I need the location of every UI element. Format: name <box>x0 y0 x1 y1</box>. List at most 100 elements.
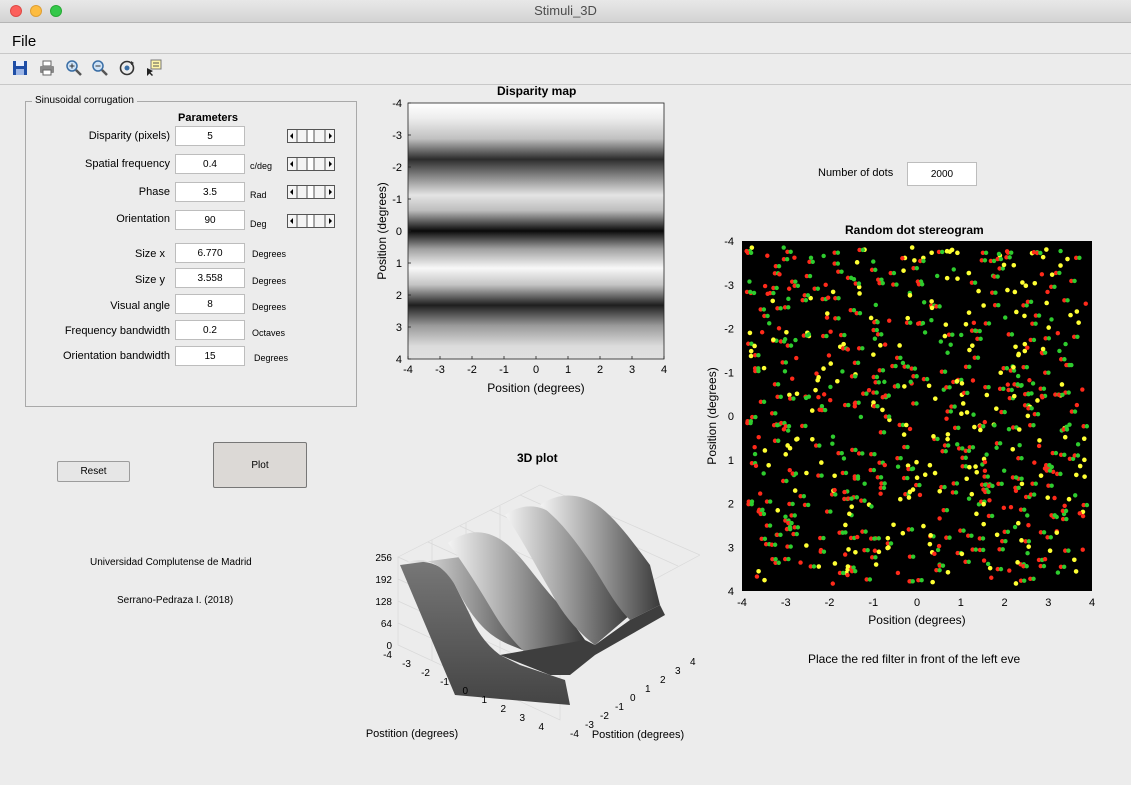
rds-dot <box>911 374 916 379</box>
rds-dot <box>840 530 845 535</box>
rds-dot <box>945 432 951 437</box>
rds-dot <box>808 255 814 260</box>
3d-ytick-label: 4 <box>690 657 696 668</box>
rds-dot <box>842 552 848 557</box>
rds-dot <box>824 311 830 316</box>
rds-dot <box>1038 386 1043 391</box>
size-x-field[interactable]: 6.770 <box>175 243 245 263</box>
rds-dot <box>1080 387 1085 392</box>
phase-field[interactable]: 3.5 <box>175 182 245 202</box>
rds-dot <box>1019 481 1025 487</box>
rds-dot <box>830 289 836 295</box>
rds-dot <box>1039 350 1045 355</box>
rds-dot <box>998 256 1004 262</box>
rds-dot <box>857 291 862 296</box>
rds-dot <box>886 393 891 398</box>
maximize-window-button[interactable] <box>50 5 62 17</box>
menu-file[interactable]: File <box>12 33 37 50</box>
rds-dot <box>981 558 987 563</box>
disparity-slider[interactable] <box>287 129 335 143</box>
rds-dot <box>1046 336 1052 341</box>
spatial-frequency-slider[interactable] <box>287 157 335 171</box>
close-window-button[interactable] <box>10 5 22 17</box>
rds-dot <box>752 343 757 349</box>
rds-dot <box>910 487 916 492</box>
3d-ytick-label: 2 <box>660 675 666 686</box>
rds-ytick-label: -4 <box>724 236 734 248</box>
rotate-3d-icon[interactable] <box>118 59 136 77</box>
number-of-dots-field[interactable]: 2000 <box>907 162 977 186</box>
rds-dot <box>818 535 823 541</box>
rds-dot <box>1009 387 1014 393</box>
plot-button[interactable]: Plot <box>213 442 307 488</box>
data-cursor-icon[interactable] <box>145 59 163 77</box>
rds-dot <box>1015 520 1021 526</box>
rds-dot <box>1067 362 1072 368</box>
rds-dot <box>1052 284 1057 289</box>
rds-dot <box>759 536 764 542</box>
rds-dot <box>1065 256 1070 262</box>
3d-ztick-label: 128 <box>375 597 392 608</box>
rds-dot <box>853 568 858 574</box>
rds-dot <box>971 320 977 326</box>
label-number-of-dots: Number of dots <box>818 167 894 179</box>
disparity-field[interactable]: 5 <box>175 126 245 146</box>
rds-dot <box>839 450 844 456</box>
label-disparity: Disparity (pixels) <box>88 130 170 142</box>
label-spatial-frequency: Spatial frequency <box>85 158 170 170</box>
zoom-in-icon[interactable] <box>65 59 83 77</box>
zoom-out-icon[interactable] <box>91 59 109 77</box>
rds-dot <box>1015 382 1020 387</box>
rds-dot <box>909 527 915 532</box>
orientation-field[interactable]: 90 <box>175 210 245 230</box>
rds-dot <box>836 316 841 321</box>
rds-dot <box>762 313 767 319</box>
frequency-bandwidth-field[interactable]: 0.2 <box>175 320 245 340</box>
rds-dot <box>970 547 975 552</box>
rds-dot <box>860 247 865 253</box>
minimize-window-button[interactable] <box>30 5 42 17</box>
rds-dot <box>1036 313 1042 318</box>
3d-ytick-label: 1 <box>645 684 651 695</box>
rds-dot <box>969 491 975 497</box>
disparity-ylabel: Position (degrees) <box>375 182 389 279</box>
rds-dot <box>1022 348 1028 354</box>
rds-dot <box>967 464 972 470</box>
print-icon[interactable] <box>38 59 56 77</box>
reset-button[interactable]: Reset <box>57 461 130 482</box>
rds-dot <box>965 390 970 396</box>
rds-dot <box>792 513 797 518</box>
rds-dot <box>762 536 768 542</box>
3d-xtick-label: 4 <box>538 722 544 733</box>
rds-dot <box>1041 386 1047 391</box>
rds-dot <box>985 561 991 567</box>
visual-angle-field[interactable]: 8 <box>175 294 245 314</box>
rds-dot <box>946 332 952 337</box>
rds-dot <box>746 341 751 346</box>
orientation-bandwidth-field[interactable]: 15 <box>175 346 245 366</box>
rds-dot <box>877 280 882 286</box>
rds-dot <box>1025 299 1031 304</box>
size-y-field[interactable]: 3.558 <box>175 268 245 288</box>
rds-dot <box>762 448 768 453</box>
orientation-slider[interactable] <box>287 214 335 228</box>
rds-dot <box>1062 298 1067 303</box>
rds-dot <box>1001 505 1007 511</box>
disparity-xtick-label: -3 <box>435 364 445 376</box>
rds-dot <box>832 473 837 479</box>
rds-dot <box>905 315 911 321</box>
rds-dot <box>1000 538 1005 544</box>
rds-dot <box>983 250 989 255</box>
rds-dot <box>1001 262 1007 268</box>
window-title: Stimuli_3D <box>534 3 597 18</box>
rds-dot <box>1075 453 1081 458</box>
rds-dot <box>937 563 942 568</box>
save-icon[interactable] <box>11 59 29 77</box>
spatial-frequency-field[interactable]: 0.4 <box>175 154 245 174</box>
rds-dot <box>916 578 921 583</box>
rds-dot <box>939 249 945 255</box>
phase-slider[interactable] <box>287 185 335 199</box>
rds-dot <box>994 445 999 450</box>
rds-dot <box>1064 362 1069 368</box>
rds-dot <box>936 543 942 549</box>
